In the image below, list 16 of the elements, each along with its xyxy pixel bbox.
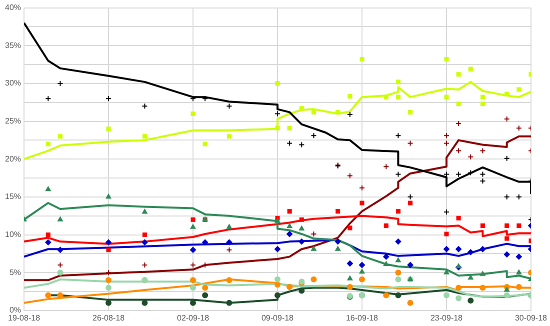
y-tick-label: 25% — [4, 116, 22, 126]
x-tick-label: 23-09-18 — [430, 313, 464, 322]
x-tick-label: 09-09-18 — [261, 313, 294, 322]
x-tick-label: 30-09-18 — [514, 313, 548, 322]
x-tick-label: 16-09-18 — [346, 313, 379, 322]
y-tick-label: 10% — [4, 230, 22, 239]
x-tick-label: 26-08-18 — [92, 313, 126, 322]
y-tick-label: 35% — [4, 40, 22, 50]
x-tick-label: 02-09-18 — [176, 313, 210, 322]
y-tick-label: 5% — [9, 268, 22, 277]
y-tick-label: 15% — [4, 192, 22, 202]
y-tick-label: 0% — [9, 306, 22, 315]
x-tick-label: 19-08-18 — [8, 313, 41, 322]
y-tick-label: 30% — [4, 78, 22, 88]
y-tick-label: 40% — [4, 3, 22, 12]
y-tick-label: 20% — [4, 154, 22, 164]
